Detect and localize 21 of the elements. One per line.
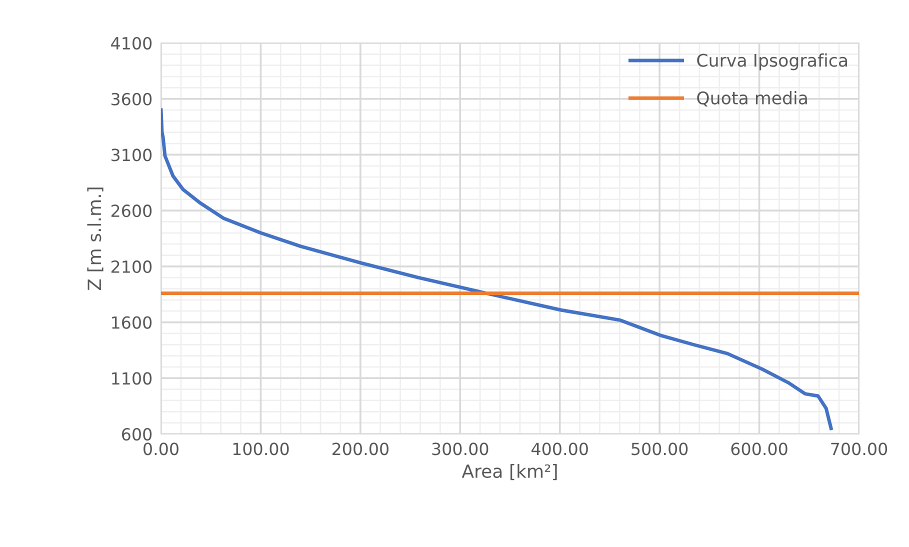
line-series — [161, 108, 833, 430]
legend-label: Curva Ipsografica — [697, 53, 848, 70]
x-tick-label: 400.00 — [532, 442, 588, 456]
y-tick-label: 3600 — [112, 92, 152, 106]
y-tick-label: 1100 — [112, 372, 152, 385]
x-tick-label: 600.00 — [731, 442, 788, 456]
x-tick-label: 300.00 — [432, 442, 488, 456]
x-axis-title: Area [km²] — [462, 464, 557, 480]
y-tick-label: 2600 — [111, 204, 152, 218]
legend-label: Quota media — [697, 91, 807, 106]
y-tick-label: 2100 — [111, 260, 152, 273]
x-tick-label: 0.00 — [144, 442, 178, 456]
x-tick-label: 200.00 — [332, 442, 388, 456]
y-tick-label: 600 — [122, 428, 152, 441]
y-tick-label: 1600 — [112, 316, 152, 329]
x-tick-label: 700.00 — [831, 442, 888, 456]
y-tick-label: 3100 — [112, 148, 152, 162]
y-axis-title: Z [m s.l.m.] — [87, 188, 104, 290]
x-tick-label: 500.00 — [632, 442, 688, 456]
x-tick-label: 100.00 — [233, 442, 289, 456]
y-tick-label: 4100 — [111, 36, 152, 50]
